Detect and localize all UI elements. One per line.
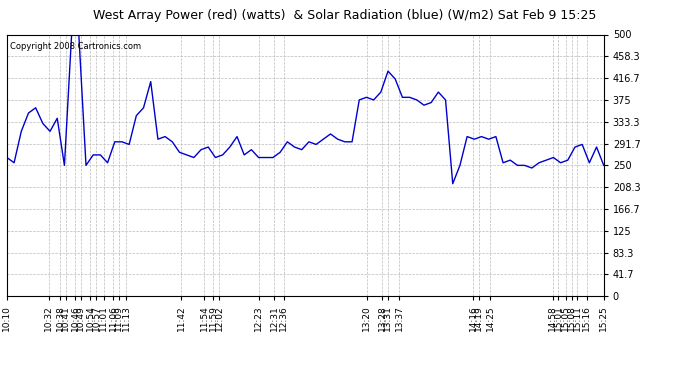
- Text: Copyright 2008 Cartronics.com: Copyright 2008 Cartronics.com: [10, 42, 141, 51]
- Text: West Array Power (red) (watts)  & Solar Radiation (blue) (W/m2) Sat Feb 9 15:25: West Array Power (red) (watts) & Solar R…: [93, 9, 597, 22]
